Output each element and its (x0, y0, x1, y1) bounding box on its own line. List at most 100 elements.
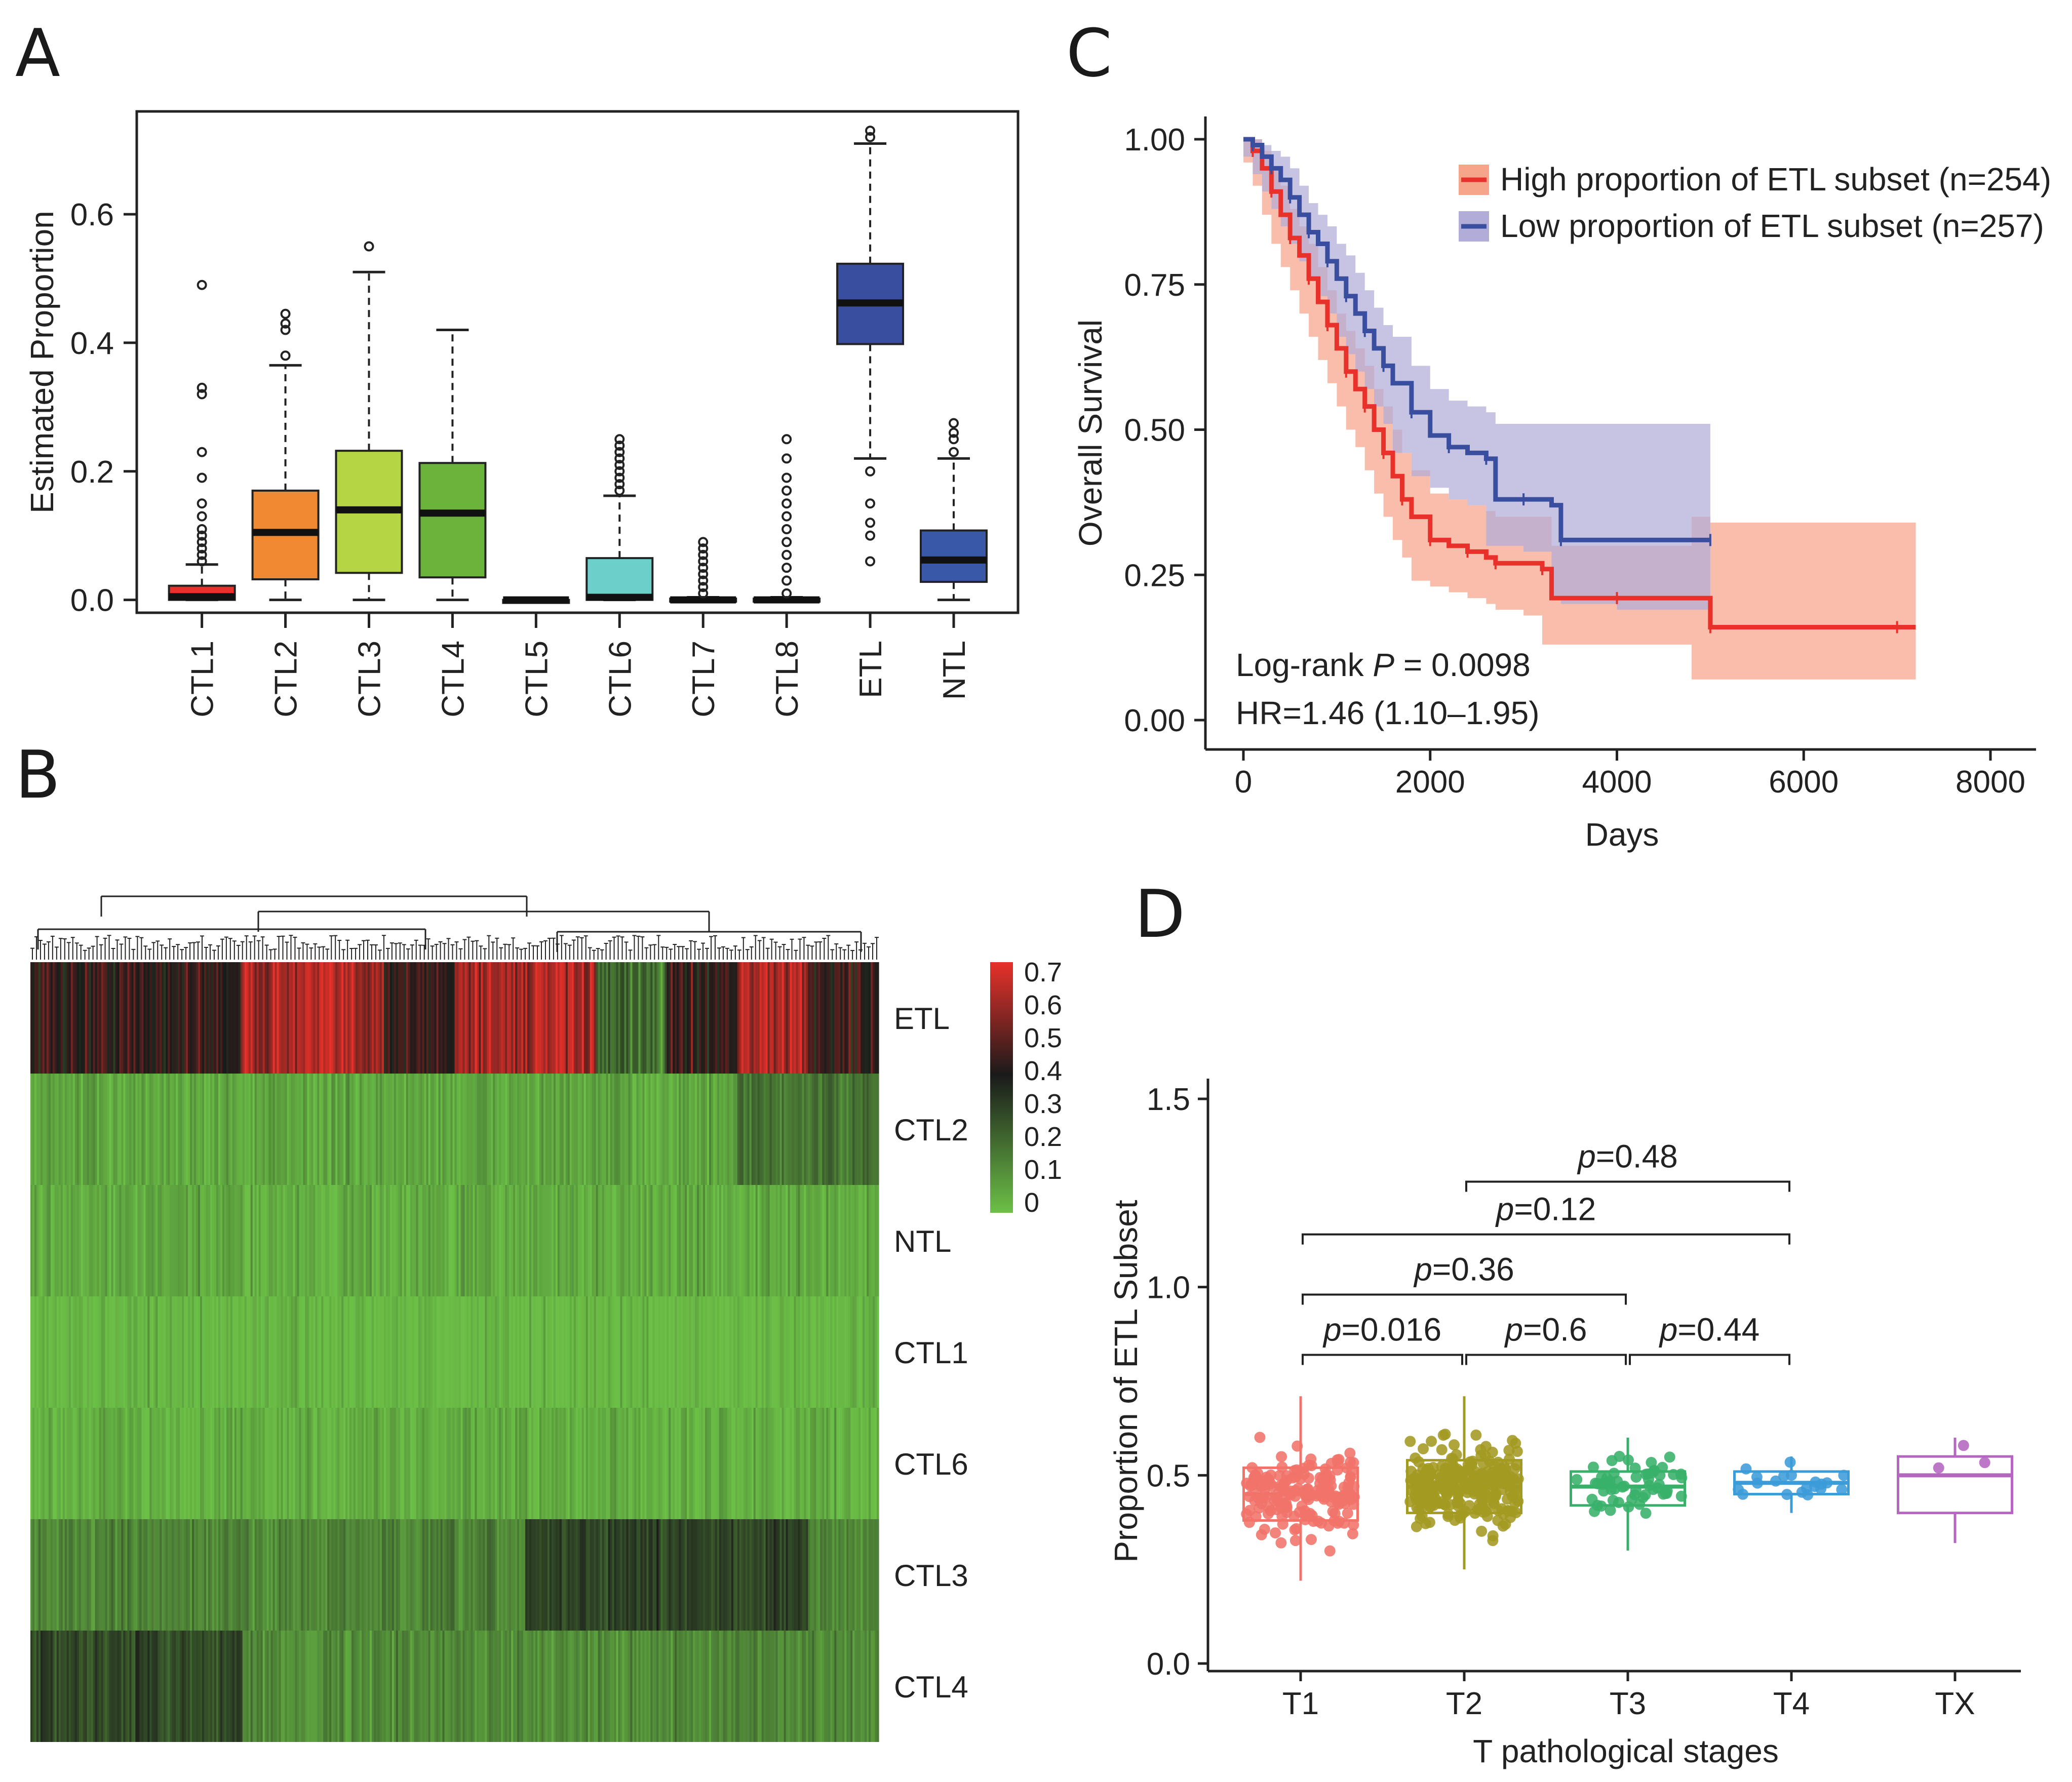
heatmap-cell (555, 1074, 558, 1185)
heatmap-cell (689, 1074, 691, 1185)
heatmap-cell (404, 1296, 407, 1408)
heatmap-cell (258, 1185, 261, 1296)
heatmap-cell (396, 1519, 399, 1631)
heatmap-cell (466, 1296, 470, 1408)
heatmap-cell (581, 1296, 584, 1408)
heatmap-cell (143, 1631, 146, 1742)
heatmap-cell (440, 1519, 443, 1631)
comparison-bracket (1302, 1354, 1463, 1365)
data-point (1668, 1469, 1679, 1480)
heatmap-cell (178, 1074, 180, 1185)
heatmap-cell (375, 1185, 378, 1296)
outlier-point (698, 556, 709, 567)
heatmap-cell (826, 1519, 829, 1631)
data-point (1770, 1475, 1782, 1487)
heatmap-cell (628, 1185, 631, 1296)
heatmap-cell (178, 1519, 180, 1631)
heatmap-cell (412, 962, 415, 1074)
heatmap-cell (713, 1631, 716, 1742)
heatmap-cell (773, 1074, 776, 1185)
heatmap-cell (60, 1185, 63, 1296)
heatmap-cell (654, 1185, 657, 1296)
heatmap-cell (824, 962, 827, 1074)
heatmap-cell (272, 1185, 276, 1296)
outlier-point (197, 524, 207, 534)
heatmap-cell (561, 1296, 564, 1408)
heatmap-cell (226, 1185, 229, 1296)
heatmap-cell (285, 1519, 288, 1631)
heatmap-cell (329, 1408, 332, 1519)
heatmap-cell (172, 962, 174, 1074)
heatmap-cell (810, 1074, 812, 1185)
heatmap-cell (222, 1408, 225, 1519)
heatmap-cell (317, 1185, 320, 1296)
outlier-point (781, 549, 792, 560)
heatmap-cell (162, 1519, 164, 1631)
heatmap-cell (303, 1185, 305, 1296)
heatmap-cell (36, 1074, 39, 1185)
heatmap-cell (499, 1185, 501, 1296)
heatmap-cell (362, 1631, 364, 1742)
heatmap-cell (377, 1631, 380, 1742)
heatmap-cell (517, 1519, 520, 1631)
outlier-point (865, 466, 876, 477)
heatmap-cell (299, 1408, 302, 1519)
heatmap-cell (402, 1519, 405, 1631)
heatmap-cell (543, 962, 546, 1074)
heatmap-cell (579, 1408, 582, 1519)
outlier-point (949, 427, 959, 438)
heatmap-cell (404, 1408, 407, 1519)
heatmap-cell (513, 962, 516, 1074)
heatmap-cell (139, 1631, 142, 1742)
heatmap-cell (594, 1519, 597, 1631)
heatmap-cell (220, 1296, 223, 1408)
heatmap-cell (366, 962, 368, 1074)
heatmap-cell (301, 1519, 303, 1631)
heatmap-cell (699, 1631, 701, 1742)
heatmap-cell (810, 1185, 812, 1296)
heatmap-cell (505, 1519, 507, 1631)
heatmap-cell (420, 1185, 423, 1296)
heatmap-cell (58, 1296, 61, 1408)
data-point (1487, 1530, 1499, 1541)
heatmap-cell (343, 1408, 346, 1519)
heatmap-cell (715, 1074, 718, 1185)
heatmap-cell (648, 1074, 651, 1185)
heatmap-cell (616, 1296, 619, 1408)
heatmap-cell (389, 1185, 393, 1296)
heatmap-cell (287, 1185, 290, 1296)
heatmap-cell (145, 1519, 148, 1631)
heatmap-cell (398, 1519, 401, 1631)
heatmap-cell (533, 1185, 536, 1296)
heatmap-cell (808, 1519, 811, 1631)
heatmap-cell (295, 1296, 298, 1408)
heatmap-cell (830, 1408, 833, 1519)
heatmap-cell (852, 1296, 855, 1408)
heatmap-cell (577, 1296, 580, 1408)
heatmap-cell (430, 962, 433, 1074)
heatmap-cell (592, 1631, 595, 1742)
heatmap-cell (236, 1631, 239, 1742)
heatmap-cell (745, 1185, 748, 1296)
heatmap-cell (652, 1519, 655, 1631)
heatmap-cell (141, 1631, 144, 1742)
heatmap-cell (127, 1185, 130, 1296)
heatmap-cell (733, 1074, 736, 1185)
heatmap-cell (719, 1296, 722, 1408)
heatmap-cell (234, 962, 237, 1074)
heatmap-cell (250, 1408, 253, 1519)
heatmap-cell (689, 1185, 691, 1296)
heatmap-cell (743, 1408, 746, 1519)
data-point (1504, 1471, 1516, 1482)
heatmap-cell (422, 1185, 425, 1296)
comparison-p-value: p=0.016 (1322, 1311, 1441, 1348)
heatmap-cell (182, 1631, 184, 1742)
heatmap-cell (196, 962, 199, 1074)
heatmap-cell (52, 1408, 55, 1519)
heatmap-cell (192, 1519, 194, 1631)
heatmap-cell (491, 1185, 493, 1296)
heatmap-cell (863, 1408, 865, 1519)
heatmap-cell (66, 1519, 69, 1631)
heatmap-cell (533, 962, 536, 1074)
heatmap-cell (834, 1408, 837, 1519)
